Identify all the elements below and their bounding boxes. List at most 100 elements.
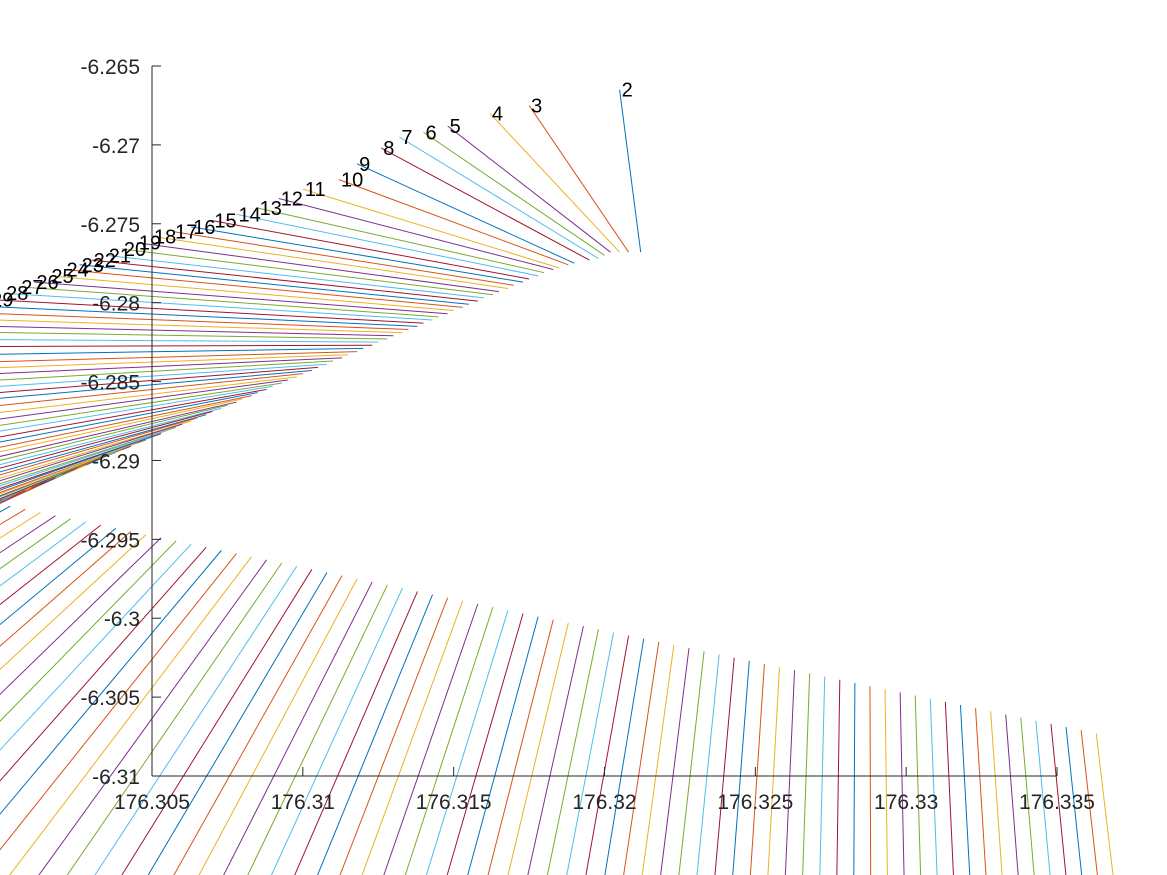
segment-3 — [528, 105, 630, 253]
point-label-14: 14 — [238, 204, 260, 226]
segment-32 — [0, 319, 403, 334]
segment-11 — [302, 188, 560, 269]
y-tick-label: -6.29 — [92, 450, 140, 473]
segment-121 — [446, 613, 524, 875]
x-tick-label: 176.335 — [1019, 791, 1095, 814]
point-label-2: 2 — [622, 80, 633, 102]
segment-26 — [34, 281, 448, 315]
segment-23 — [79, 264, 469, 305]
segment-59 — [0, 417, 198, 476]
segment-2 — [619, 89, 642, 253]
y-tick-label: -6.265 — [80, 56, 140, 79]
x-tick-label: 176.33 — [874, 791, 938, 814]
segment-4 — [489, 112, 620, 253]
point-label-22: 22 — [94, 250, 116, 272]
segment-54 — [0, 401, 237, 457]
segment-113 — [270, 588, 403, 875]
segment-8 — [381, 147, 590, 261]
point-label-13: 13 — [260, 198, 282, 220]
segment-97 — [0, 537, 162, 695]
segment-41 — [0, 360, 334, 381]
segment-56 — [0, 407, 222, 466]
axes-layer: 176.305 176.31 176.315 176.32 176.325 176.33 1… — [80, 56, 1095, 814]
segment-51 — [0, 392, 258, 443]
segment-68 — [0, 445, 132, 497]
segment-27 — [19, 286, 439, 318]
segment-30 — [0, 306, 418, 327]
point-label-10: 10 — [341, 170, 363, 192]
segment-119 — [404, 607, 494, 875]
segment-48 — [0, 382, 282, 426]
segment-124 — [507, 622, 569, 875]
segment-16 — [191, 226, 524, 283]
segment-52 — [0, 395, 252, 448]
point-label-15: 15 — [214, 211, 236, 233]
point-label-29: 29 — [0, 290, 13, 312]
segment-45 — [0, 373, 303, 407]
x-tick-label: 176.32 — [572, 791, 636, 814]
segment-65 — [0, 436, 153, 491]
segment-120 — [425, 610, 509, 875]
segment-109 — [173, 575, 343, 875]
segment-40 — [0, 357, 343, 374]
segment-53 — [0, 398, 243, 453]
segment-128 — [585, 635, 630, 875]
segment-39 — [0, 354, 349, 369]
y-tick-label: -6.31 — [92, 766, 140, 789]
segment-14 — [236, 213, 539, 277]
segment-49 — [0, 385, 273, 432]
segment-104 — [38, 559, 268, 875]
segment-42 — [0, 363, 328, 387]
segment-15 — [212, 220, 530, 280]
x-tick-label: 176.305 — [114, 791, 190, 814]
point-label-20: 20 — [124, 239, 146, 261]
segment-18 — [151, 235, 509, 289]
segment-22 — [91, 259, 478, 302]
segment-106 — [94, 565, 298, 875]
point-labels-layer: 2345678910111213141516171819202122232425… — [0, 80, 633, 312]
segment-103 — [9, 556, 252, 875]
segment-67 — [0, 442, 138, 495]
segment-126 — [546, 629, 599, 875]
segment-7 — [399, 136, 599, 259]
segment-108 — [147, 572, 328, 875]
segment-57 — [0, 411, 213, 469]
point-label-4: 4 — [492, 103, 503, 125]
segment-62 — [0, 426, 177, 485]
point-label-27: 27 — [21, 277, 43, 299]
point-label-5: 5 — [450, 116, 461, 138]
segment-9 — [356, 163, 575, 264]
segment-63 — [0, 429, 168, 487]
segment-99 — [0, 543, 192, 751]
segment-107 — [121, 569, 313, 875]
point-label-16: 16 — [193, 217, 215, 239]
segment-114 — [294, 591, 418, 875]
point-label-7: 7 — [401, 127, 412, 149]
segments-layer — [0, 89, 1114, 875]
point-label-28: 28 — [6, 283, 28, 305]
segment-25 — [49, 275, 454, 312]
segment-60 — [0, 420, 192, 479]
y-tick-label: -6.28 — [92, 293, 140, 316]
segment-34 — [0, 332, 388, 340]
segment-5 — [447, 125, 611, 253]
segment-112 — [247, 584, 388, 875]
segment-28 — [4, 292, 433, 321]
segment-38 — [0, 351, 358, 363]
segment-129 — [604, 638, 645, 875]
point-label-12: 12 — [281, 189, 303, 211]
segment-64 — [0, 433, 162, 489]
segment-17 — [173, 231, 515, 286]
segment-58 — [0, 414, 207, 473]
segment-115 — [317, 594, 434, 875]
segment-102 — [0, 553, 237, 851]
point-label-17: 17 — [175, 222, 197, 244]
segment-6 — [423, 131, 605, 256]
y-tick-label: -6.305 — [80, 687, 140, 710]
segment-96 — [0, 534, 147, 671]
segment-13 — [257, 207, 545, 274]
segment-116 — [339, 597, 449, 875]
point-label-11: 11 — [305, 179, 326, 201]
segment-127 — [566, 632, 615, 875]
